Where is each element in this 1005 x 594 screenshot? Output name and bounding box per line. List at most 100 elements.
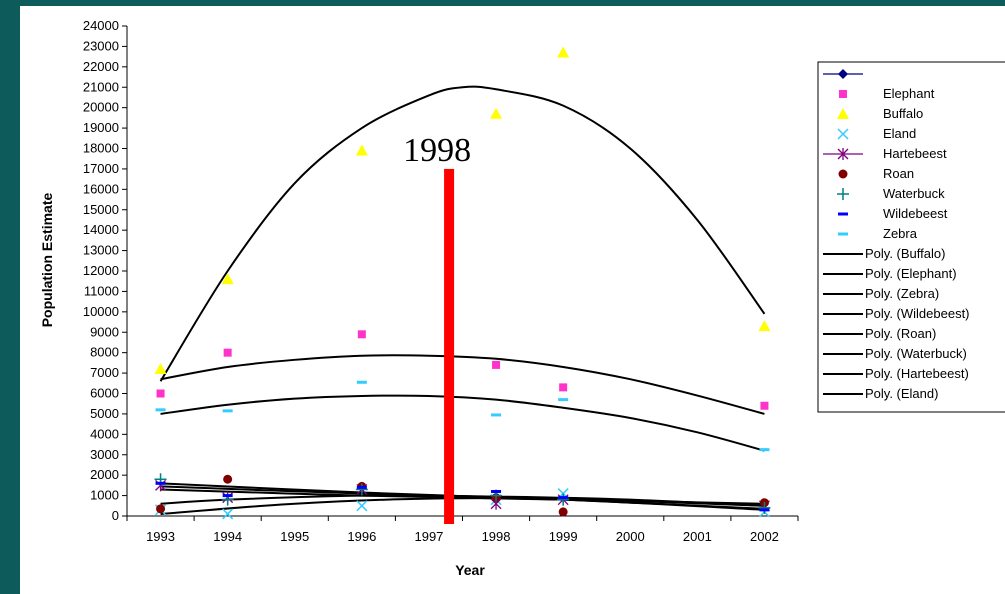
point-buffalo (557, 46, 570, 58)
point-elephant (760, 401, 769, 410)
x-tick-label: 1993 (146, 529, 175, 544)
y-tick-label: 14000 (83, 222, 119, 237)
point-roan (558, 507, 568, 517)
point-eland-stroke (222, 508, 234, 520)
annotation-label: 1998 (403, 132, 471, 169)
trendline-poly-eland (160, 497, 765, 515)
x-tick-label: 1997 (414, 529, 443, 544)
x-tick-label: 1994 (213, 529, 242, 544)
y-tick-label: 8000 (90, 345, 119, 360)
legend-marker-waterbuck (837, 188, 849, 200)
y-tick-label: 21000 (83, 79, 119, 94)
y-tick-label: 17000 (83, 161, 119, 176)
legend-label-buffalo: Buffalo (883, 106, 923, 121)
legend-label-elephant: Elephant (883, 86, 935, 101)
y-tick-label: 16000 (83, 181, 119, 196)
point-elephant (559, 383, 568, 392)
trendline-poly-buffalo (159, 85, 766, 382)
point-buffalo (355, 144, 368, 156)
legend-label-poly-zebra: Poly. (Zebra) (865, 286, 939, 301)
y-tick-label: 20000 (83, 100, 119, 115)
x-tick-label: 1998 (482, 529, 511, 544)
y-tick-label: 2000 (90, 467, 119, 482)
y-tick-label: 5000 (90, 406, 119, 421)
y-tick-label: 4000 (90, 426, 119, 441)
point-wildebeest (155, 481, 166, 485)
y-tick-label: 7000 (90, 365, 119, 380)
point-elephant (223, 348, 232, 357)
x-tick-label: 1996 (347, 529, 376, 544)
point-wildebeest (222, 494, 233, 498)
trendline-poly-zebra (160, 394, 765, 452)
legend: Elephant Buffalo Eland Hartebeest Roan Waterb… (817, 61, 1005, 413)
legend-marker-zebra (838, 232, 848, 236)
y-tick-label: 18000 (83, 141, 119, 156)
legend-label-poly-wildebeest: Poly. (Wildebeest) (865, 306, 970, 321)
annotation-bar (444, 168, 455, 524)
legend-label-poly-waterbuck: Poly. (Waterbuck) (865, 346, 967, 361)
y-tick-label: 13000 (83, 243, 119, 258)
point-waterbuck (557, 493, 570, 506)
legend-marker-eland-stroke (837, 128, 849, 140)
legend-label-roan: Roan (883, 166, 914, 181)
y-tick-label: 23000 (83, 38, 119, 53)
point-buffalo (221, 273, 234, 285)
legend-label-waterbuck: Waterbuck (883, 186, 945, 201)
point-elephant (357, 330, 366, 339)
legend-label-poly-elephant: Poly. (Elephant) (865, 266, 957, 281)
legend-label-poly-hartebeest: Poly. (Hartebeest) (865, 366, 969, 381)
y-tick-label: 10000 (83, 304, 119, 319)
y-tick-label: 0 (112, 508, 119, 523)
point-wildebeest (356, 485, 367, 489)
y-tick-label: 22000 (83, 59, 119, 74)
point-eland-stroke (356, 500, 368, 512)
point-buffalo (758, 320, 771, 332)
y-tick-label: 19000 (83, 120, 119, 135)
y-tick-label: 15000 (83, 202, 119, 217)
x-tick-label: 2002 (750, 529, 779, 544)
legend-marker-buffalo (837, 108, 849, 119)
x-tick-label: 2001 (683, 529, 712, 544)
point-zebra (558, 398, 569, 402)
point-buffalo (154, 363, 167, 374)
legend-marker-eland (837, 128, 849, 140)
legend-label-wildebeest: Wildebeest (883, 206, 948, 221)
point-eland (356, 500, 368, 512)
point-wildebeest (759, 508, 770, 512)
legend-marker-wildebeest (838, 212, 848, 216)
y-tick-label: 3000 (90, 447, 119, 462)
point-zebra (155, 408, 166, 412)
y-tick-label: 1000 (90, 488, 119, 503)
x-tick-label: 2000 (616, 529, 645, 544)
y-tick-label: 9000 (90, 324, 119, 339)
legend-marker-series (838, 69, 848, 79)
point-zebra (759, 448, 770, 452)
point-wildebeest (491, 490, 502, 493)
point-zebra (491, 413, 502, 417)
legend-marker-elephant (839, 90, 847, 98)
point-roan (156, 504, 166, 514)
legend-marker-roan (838, 169, 848, 179)
legend-label-poly-buffalo: Poly. (Buffalo) (865, 246, 945, 261)
legend-label-hartebeest: Hartebeest (883, 146, 947, 161)
point-zebra (356, 380, 367, 384)
x-tick-label: 1995 (280, 529, 309, 544)
y-tick-label: 11000 (84, 283, 119, 298)
point-elephant (156, 389, 165, 398)
legend-label-zebra: Zebra (883, 226, 918, 241)
point-wildebeest (558, 496, 569, 500)
trendline-poly-elephant (160, 354, 765, 415)
legend-label-poly-roan: Poly. (Roan) (865, 326, 936, 341)
legend-marker-hartebeest (837, 148, 849, 160)
point-zebra (222, 409, 233, 413)
x-axis-label: Year (455, 562, 485, 578)
x-tick-label: 1999 (549, 529, 578, 544)
y-tick-label: 24000 (83, 18, 119, 33)
point-roan (223, 474, 233, 484)
legend-label-eland: Eland (883, 126, 916, 141)
y-tick-label: 6000 (90, 386, 119, 401)
point-waterbuck (355, 483, 368, 496)
point-waterbuck (758, 501, 771, 514)
